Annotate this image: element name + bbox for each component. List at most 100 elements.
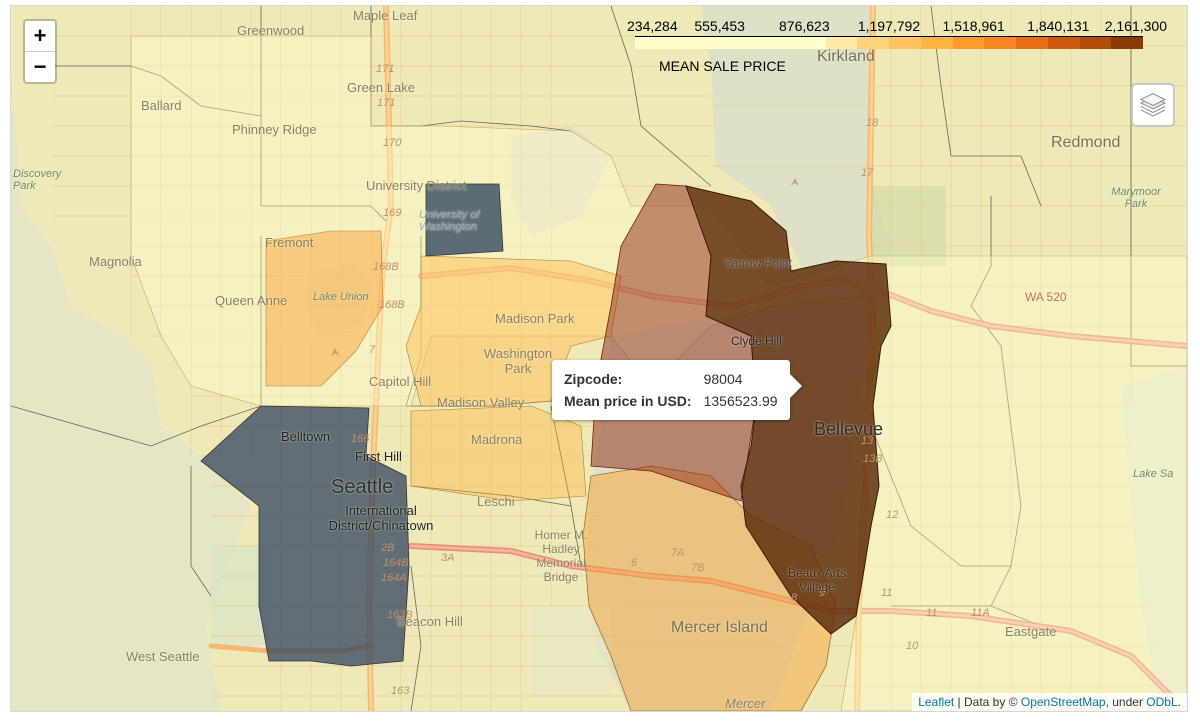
tooltip-price-value: 1356523.99 [703,393,778,409]
lake-sammamish [1121,366,1187,711]
legend-color-segment [666,37,699,49]
attribution-text: , under [1105,695,1147,709]
place-label: Homer M. Hadley Memorial Bridge [534,528,588,584]
place-label: Seattle [331,476,394,498]
place-label: Yarrow Point [724,256,792,270]
openstreetmap-link[interactable]: OpenStreetMap [1020,695,1106,709]
legend-ticks: 234,284 555,453 876,623 1,197,792 1,518,961 1… [627,18,1167,36]
legend-color-segment [825,37,858,49]
svg-text:171: 171 [376,63,394,75]
place-label: Lake Union [313,291,369,303]
legend-tick-label: 876,623 [779,18,830,34]
place-label: Mercer [725,696,766,711]
place-label: Magnolia [89,254,142,269]
place-label: Clyde Hill [731,334,782,348]
legend-tick-label: 1,197,792 [857,18,921,34]
legend-color-segment [1111,37,1143,49]
place-label: Madison Park [495,311,575,326]
zip-polygon[interactable] [265,230,384,387]
place-label: International District/Chinatown [328,503,434,533]
svg-text:170: 170 [383,137,402,149]
svg-text:168B: 168B [379,299,405,311]
airport-icon [331,178,799,356]
svg-text:171: 171 [377,97,395,109]
place-label: Beaux Arts Village [787,566,847,594]
place-label: Beacon Hill [397,614,463,629]
place-label: Queen Anne [215,293,288,308]
lake-union [306,261,371,336]
place-label: Mercer Island [671,619,768,636]
legend-color-segment [952,37,985,49]
place-label: Discovery Park [13,168,62,192]
place-label: Madrona [471,432,523,447]
legend-color-segment [1016,37,1048,49]
tooltip-zip-value: 98004 [703,371,743,387]
svg-text:168B: 168B [373,261,399,273]
svg-text:12: 12 [886,509,898,521]
map-canvas[interactable]: 171 171 170 169 168B 168B 7 166 2B 164B … [11,6,1187,711]
svg-text:2B: 2B [380,542,394,554]
legend-color-segment [698,37,731,49]
place-label: Eastgate [1005,624,1057,639]
tooltip-price-label: Mean price in USD: [564,393,692,409]
color-legend: 234,284 555,453 876,623 1,197,792 1,518,961 1… [627,16,1167,76]
legend-color-segment [889,37,921,49]
svg-text:164A: 164A [381,572,407,584]
legend-color-segment [762,37,794,49]
park-area [871,186,946,266]
zip-polygon[interactable] [200,405,410,667]
legend-color-segment [857,37,889,49]
legend-color-segment [793,37,826,49]
tooltip-zip-label: Zipcode: [564,371,623,387]
svg-text:8: 8 [791,592,798,604]
attribution-text: . [1177,695,1181,709]
zip-polygon[interactable] [425,183,504,257]
place-label: Ballard [141,98,182,113]
place-label: Maple Leaf [353,8,418,23]
place-label: University of Washington [419,209,480,233]
place-label: Madison Valley [437,395,525,410]
place-label: Leschi [477,494,515,509]
legend-tick-label: 234,284 [627,18,678,34]
svg-text:163B: 163B [387,609,413,621]
place-label: Greenwood [237,23,305,38]
svg-text:3A: 3A [441,552,454,564]
legend-tick-label: 1,840,131 [1027,18,1090,34]
place-label: West Seattle [126,649,200,664]
zoom-in-button[interactable]: + [25,21,55,52]
svg-text:17: 17 [861,167,874,179]
layers-control-button[interactable] [1131,83,1175,127]
legend-color-segment [1047,37,1080,49]
odbl-link[interactable]: ODbL [1146,695,1178,709]
place-label: Kirkland [817,48,875,65]
place-label: Capitol Hill [369,374,432,389]
place-label: Bellevue [814,419,884,439]
svg-text:7B: 7B [691,562,704,574]
map-container[interactable]: 171 171 170 169 168B 168B 7 166 2B 164B … [10,5,1188,712]
legend-tick-label: 555,453 [694,18,745,34]
legend-color-segment [730,37,762,49]
svg-text:164B: 164B [383,557,409,569]
leaflet-link[interactable]: Leaflet [918,695,955,709]
zip-polygon[interactable] [405,255,622,407]
zip-tooltip: Zipcode: 98004 Mean price in USD: 135652… [552,360,790,420]
legend-color-segment [1079,37,1112,49]
legend-color-segment [984,37,1016,49]
legend-title: MEAN SALE PRICE [659,58,786,74]
place-label: Green Lake [347,80,415,95]
map-attribution: Leaflet | Data by © OpenStreetMap, under… [912,693,1187,711]
place-label: Fremont [265,235,314,250]
place-label: Washington Park [483,346,553,376]
zoom-out-button[interactable]: − [33,54,47,79]
svg-text:6: 6 [631,557,638,569]
union-bay [511,126,611,236]
svg-text:11: 11 [926,607,937,619]
layers-icon [1139,92,1167,117]
svg-text:166: 166 [351,433,370,445]
svg-text:163: 163 [391,685,410,697]
place-label: Belltown [281,429,331,444]
zip-polygon[interactable] [410,405,587,502]
svg-text:13: 13 [861,435,874,447]
svg-text:10: 10 [906,640,919,652]
place-label: First Hill [355,449,402,464]
